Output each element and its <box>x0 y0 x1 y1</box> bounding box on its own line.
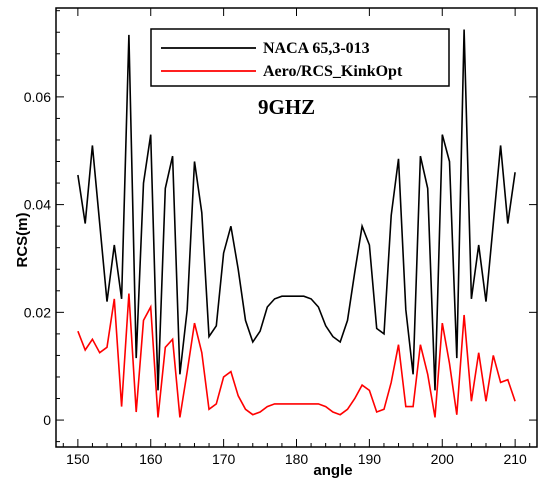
y-tick-label: 0.06 <box>24 89 51 105</box>
series-line-1 <box>77 29 516 391</box>
y-axis-label: RCS(m) <box>14 212 31 267</box>
x-tick-label: 190 <box>358 451 382 467</box>
legend: NACA 65,3-013 Aero/RCS_KinkOpt <box>150 28 450 87</box>
x-axis-label: angle <box>313 462 352 479</box>
legend-label-1: NACA 65,3-013 <box>263 40 370 57</box>
y-tick-label: 0.02 <box>24 304 51 320</box>
x-tick-label: 150 <box>66 451 90 467</box>
legend-label-2: Aero/RCS_KinkOpt <box>263 63 403 80</box>
y-tick-label: 0 <box>43 412 51 428</box>
frequency-annotation: 9GHZ <box>258 95 315 119</box>
y-tick-label: 0.04 <box>24 197 51 213</box>
series-layer <box>77 29 516 418</box>
x-tick-label: 160 <box>139 451 163 467</box>
x-tick-label: 200 <box>431 451 455 467</box>
x-tick-label: 170 <box>212 451 236 467</box>
x-tick-label: 210 <box>503 451 527 467</box>
axes: 150 160 170 180 190 200 210 0 0.02 0.04 0.06 <box>24 7 538 467</box>
x-tick-label: 180 <box>285 451 309 467</box>
series-line-2 <box>77 293 516 418</box>
legend-box <box>150 28 450 87</box>
